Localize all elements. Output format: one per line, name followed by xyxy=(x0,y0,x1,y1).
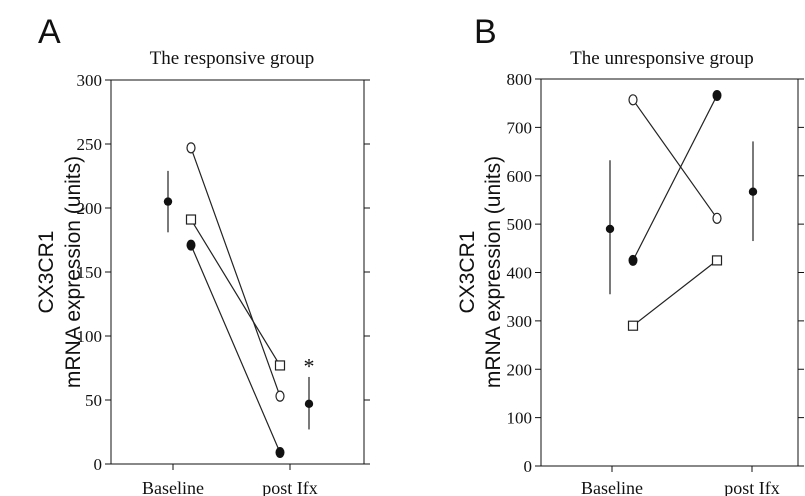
mean-point xyxy=(304,399,314,409)
data-point xyxy=(185,214,197,225)
data-point xyxy=(186,142,196,154)
panel-label: A xyxy=(38,13,61,51)
plot-frame xyxy=(110,79,365,465)
mean-point xyxy=(748,187,758,196)
x-tick-label: post Ifx xyxy=(724,478,780,496)
y-tick-label: 700 xyxy=(507,118,533,137)
y-tick-label: 100 xyxy=(507,409,533,428)
series-line xyxy=(632,95,718,261)
data-point xyxy=(628,94,638,106)
data-point xyxy=(627,320,639,331)
y-tick-label: 100 xyxy=(77,327,103,346)
chart-title: The responsive group xyxy=(150,48,315,69)
y-tick-label: 800 xyxy=(507,70,533,89)
panel-b: 0 100 200 300 400 500 600 700 800 Baseline post If… xyxy=(507,70,804,496)
panel-a: 0 50 100 150 200 250 300 Baseline post Ifx * xyxy=(77,71,370,496)
y-axis-label-line2: mRNA expression (units) xyxy=(62,156,85,388)
y-tick-label: 200 xyxy=(77,199,103,218)
y-tick-label: 300 xyxy=(77,71,103,90)
chart-title: The unresponsive group xyxy=(570,48,754,69)
y-tick-label: 0 xyxy=(94,455,103,474)
y-tick-label: 200 xyxy=(507,360,533,379)
mean-point xyxy=(163,197,173,206)
y-tick-label: 0 xyxy=(524,457,533,476)
y-tick-label: 150 xyxy=(77,263,103,282)
y-axis-label-line1: CX3CR1 xyxy=(456,231,479,314)
data-point xyxy=(186,239,196,251)
data-point xyxy=(274,360,286,371)
data-point xyxy=(712,89,722,101)
x-tick-label: Baseline xyxy=(581,478,643,496)
y-tick-label: 400 xyxy=(507,264,533,283)
y-tick-label: 600 xyxy=(507,167,533,186)
series-line xyxy=(190,219,281,366)
y-tick-label: 300 xyxy=(507,312,533,331)
y-tick-label: 50 xyxy=(85,391,102,410)
series-line xyxy=(632,99,718,219)
data-point xyxy=(275,390,285,402)
x-tick-label: Baseline xyxy=(142,478,204,496)
data-point xyxy=(275,446,285,458)
series-line xyxy=(632,259,718,327)
significance-marker: * xyxy=(304,353,315,378)
data-point xyxy=(712,212,722,224)
y-axis-label-line1: CX3CR1 xyxy=(35,231,58,314)
mean-point xyxy=(605,224,615,234)
series-line xyxy=(190,244,281,453)
y-tick-label: 500 xyxy=(507,215,533,234)
y-axis-label-line2: mRNA expression (units) xyxy=(482,156,505,388)
data-point xyxy=(628,254,638,266)
data-point xyxy=(711,255,723,266)
y-tick-label: 250 xyxy=(77,135,103,154)
x-tick-label: post Ifx xyxy=(262,478,318,496)
panel-label: B xyxy=(474,13,497,51)
plot-frame xyxy=(540,78,799,467)
series-line xyxy=(190,147,281,397)
